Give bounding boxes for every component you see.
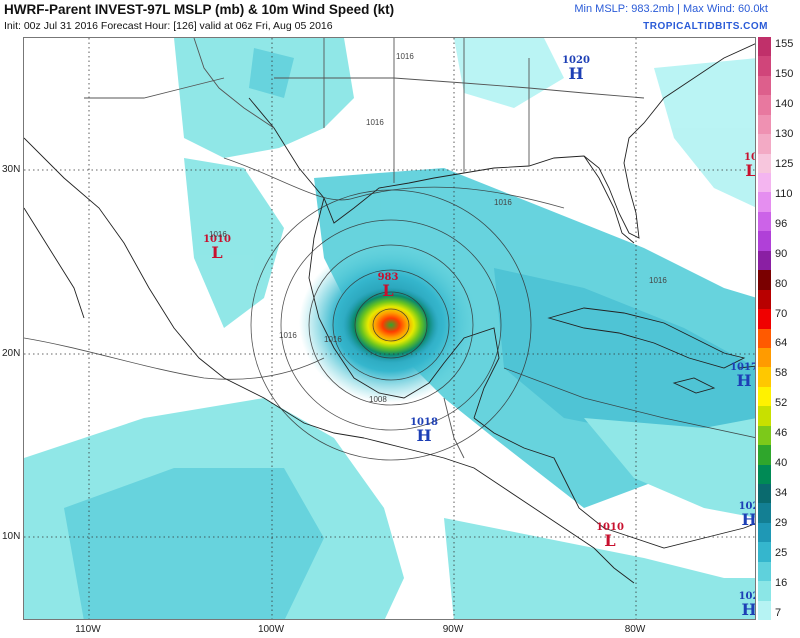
isobar-label: 1016: [494, 198, 512, 207]
colorbar-tick-label: 70: [775, 307, 788, 320]
coastlines: [24, 38, 755, 584]
storm-stats: Min MSLP: 983.2mb | Max Wind: 60.0kt: [574, 3, 768, 15]
colorbar-segment: [758, 522, 771, 543]
isobars: [24, 157, 755, 461]
colorbar-segment: [758, 289, 771, 310]
colorbar-tick-label: 110: [775, 187, 793, 200]
colorbar-segment: [758, 134, 771, 155]
colorbar-segment: [758, 250, 771, 271]
lon-label-110w: 110W: [75, 624, 101, 635]
colorbar-segment: [758, 95, 771, 116]
colorbar-segment: [758, 309, 771, 329]
colorbar-segment: [758, 483, 771, 504]
low-pressure-center-east: 10L: [744, 152, 756, 180]
high-pressure-center-caribbean: 1017 H: [730, 362, 756, 390]
colorbar-tick-label: 80: [775, 277, 788, 290]
high-pressure-center-southeast-2: 102H: [738, 591, 756, 619]
colorbar-tick-label: 7: [775, 607, 782, 619]
colorbar-tick-label: 40: [775, 457, 788, 470]
colorbar-segment: [758, 445, 771, 466]
colorbar-tick-label: 130: [775, 127, 794, 140]
graticule: [24, 38, 755, 619]
colorbar-tick-label: 52: [775, 397, 788, 410]
colorbar-segment: [758, 600, 771, 621]
colorbar-tick-label: 16: [775, 577, 788, 590]
isobar-label: 1016: [324, 335, 342, 344]
colorbar-segment: [758, 211, 771, 232]
colorbar-segment: [758, 581, 771, 602]
colorbar-tick-label: 29: [775, 517, 788, 530]
low-pressure-center-gulf: 983 L: [377, 272, 399, 300]
high-pressure-center-north: 1020 H: [562, 55, 590, 83]
colorbar-segment: [758, 367, 771, 388]
isobar-label: 1008: [369, 395, 387, 404]
isobar-label: 1016: [366, 118, 384, 127]
low-pressure-center-south: 1010 L: [596, 522, 624, 550]
forecast-info: Init: 00z Jul 31 2016 Forecast Hour: [12…: [4, 20, 333, 32]
colorbar-tick-label: 58: [775, 367, 788, 380]
map-graphic: [24, 38, 755, 619]
colorbar-segment: [758, 503, 771, 524]
colorbar-segment: [758, 542, 771, 563]
lat-label-10n: 10N: [2, 531, 21, 542]
colorbar-segment: [758, 192, 771, 213]
colorbar-tick-label: 46: [775, 427, 788, 440]
colorbar-tick-label: 155: [775, 38, 794, 50]
colorbar-tick-label: 150: [775, 67, 794, 80]
isobar-label: 1016: [279, 331, 297, 340]
lon-label-90w: 90W: [442, 624, 464, 635]
map-title: HWRF-Parent INVEST-97L MSLP (mb) & 10m W…: [4, 2, 395, 17]
colorbar-segment: [758, 37, 771, 57]
lat-label-20n: 20N: [2, 348, 21, 359]
colorbar-segment: [758, 231, 771, 252]
colorbar-tick-label: 125: [775, 157, 794, 170]
source-credit: TROPICALTIDBITS.COM: [643, 21, 768, 32]
colorbar-segment: [758, 347, 771, 368]
colorbar-tick-label: 34: [775, 487, 788, 500]
colorbar-segment: [758, 425, 771, 446]
colorbar-tick-label: 96: [775, 217, 788, 230]
lon-label-80w: 80W: [624, 624, 646, 635]
colorbar-segment: [758, 386, 771, 407]
isobar-label: 1016: [209, 230, 227, 239]
high-pressure-center-central: 1018 H: [410, 417, 438, 445]
colorbar-segment: [758, 56, 771, 77]
isobar-label: 1016: [649, 276, 667, 285]
colorbar-tick-label: 64: [775, 337, 788, 350]
colorbar-segment: [758, 270, 771, 291]
colorbar-segment: [758, 173, 771, 193]
wind-speed-colorbar: [758, 37, 771, 621]
low-pressure-center-mexico: 1010 L: [203, 234, 231, 262]
high-pressure-center-southeast: 102H: [738, 501, 756, 529]
colorbar-segment: [758, 114, 771, 135]
colorbar-tick-label: 140: [775, 97, 794, 110]
colorbar-tick-label: 90: [775, 247, 788, 260]
lon-label-100w: 100W: [257, 624, 285, 635]
lat-label-30n: 30N: [2, 164, 21, 175]
colorbar-segment: [758, 75, 771, 96]
colorbar-segment: [758, 464, 771, 485]
colorbar-segment: [758, 153, 771, 174]
colorbar-segment: [758, 406, 771, 427]
isobar-label: 1016: [396, 52, 414, 61]
colorbar-segment: [758, 561, 771, 582]
colorbar-segment: [758, 328, 771, 349]
colorbar-tick-label: 25: [775, 547, 788, 560]
